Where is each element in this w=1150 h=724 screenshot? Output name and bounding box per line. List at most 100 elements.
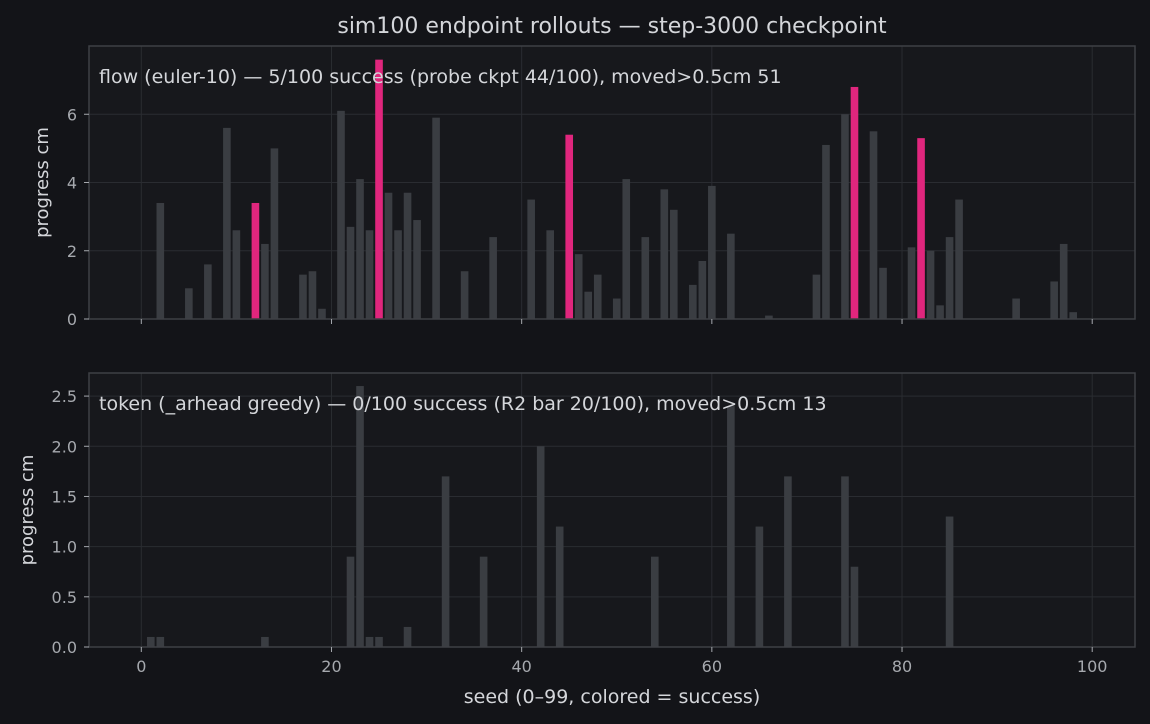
y-tick-label: 2 (67, 242, 77, 261)
bar (660, 189, 669, 319)
bar (1059, 243, 1068, 319)
bar (365, 230, 374, 319)
bar (822, 144, 830, 319)
bar (394, 230, 402, 319)
bar (955, 199, 963, 319)
bar (879, 267, 887, 319)
bar (356, 179, 364, 319)
bar (223, 127, 231, 320)
bar (555, 526, 564, 647)
bar (527, 199, 535, 319)
x-tick-label: 60 (702, 657, 722, 676)
bar (936, 305, 944, 319)
bar (907, 247, 916, 319)
bar (1050, 281, 1058, 319)
bar (1012, 298, 1020, 319)
y-axis-label: progress cm (32, 127, 53, 238)
bottom-panel: 0 20 40 60 80 100 0.0 0.5 1.0 1.5 2.0 2.5 progress c… (17, 372, 1136, 676)
y-tick-label: 2.0 (52, 437, 77, 456)
x-tick-label: 0 (136, 657, 146, 676)
bar (261, 636, 269, 647)
bar-success (565, 134, 574, 319)
bar (232, 230, 241, 319)
x-axis-label: seed (0–99, colored = success) (464, 686, 761, 708)
bar (584, 291, 593, 319)
bar (365, 636, 374, 647)
bar (441, 476, 450, 647)
y-tick-label: 0.0 (52, 638, 77, 657)
bar (356, 386, 364, 647)
bar (612, 298, 621, 319)
bar (156, 202, 165, 319)
bar (460, 271, 469, 319)
bar (156, 636, 165, 647)
bar (650, 556, 659, 647)
bar (727, 233, 735, 319)
bar (375, 636, 383, 647)
bar (641, 237, 650, 319)
x-tick-label: 40 (511, 657, 531, 676)
bar (869, 131, 878, 319)
x-tick-label: 80 (892, 657, 912, 676)
bar (318, 308, 326, 319)
y-tick-label: 0.5 (52, 588, 77, 607)
bar (812, 274, 821, 319)
x-tick-label: 100 (1077, 657, 1108, 676)
bar (384, 192, 393, 319)
bar (185, 288, 193, 319)
bar (403, 192, 412, 319)
bar (546, 230, 554, 319)
bar (850, 566, 859, 647)
bar (489, 237, 497, 319)
y-tick-label: 2.5 (52, 387, 77, 406)
bar (299, 274, 307, 319)
bar (670, 209, 678, 319)
bar-success (917, 138, 925, 319)
y-tick-label: 0 (67, 310, 77, 329)
y-tick-label: 6 (67, 105, 77, 124)
bar (204, 264, 212, 319)
bar (479, 556, 488, 647)
bar (689, 284, 697, 320)
bar (784, 476, 792, 647)
bar-success (375, 59, 383, 320)
bar (765, 315, 773, 319)
bar (147, 636, 155, 647)
bar (413, 220, 421, 319)
plot-frame (88, 372, 1136, 648)
bar (622, 179, 631, 319)
y-tick-label: 1.0 (52, 538, 77, 557)
chart-title: sim100 endpoint rollouts — step-3000 che… (337, 14, 887, 39)
bar (574, 254, 583, 319)
bar (346, 226, 355, 319)
bar (841, 476, 849, 647)
bar (945, 516, 954, 647)
bar (926, 250, 935, 319)
y-tick-label: 1.5 (52, 487, 77, 506)
bar (755, 526, 764, 647)
panel-annotation: flow (euler-10) — 5/100 success (probe c… (99, 66, 782, 88)
bar (1069, 312, 1077, 319)
bar (270, 148, 279, 320)
bar (698, 260, 707, 319)
bar (261, 243, 269, 319)
bar (403, 626, 412, 647)
bar (536, 446, 545, 647)
bar (432, 117, 440, 319)
y-tick-label: 4 (67, 174, 77, 193)
bar (308, 271, 317, 319)
plot-area (89, 373, 1135, 647)
bar (708, 185, 716, 319)
x-tick-label: 20 (321, 657, 341, 676)
bar-success (850, 86, 859, 319)
top-panel: 0 2 4 6 progress cm flow (euler-10) — 5/100 s… (32, 45, 1136, 329)
bar (593, 274, 602, 319)
bar (727, 406, 735, 647)
bar (337, 110, 345, 319)
bar-success (251, 202, 260, 319)
bar (841, 114, 849, 319)
bar (346, 556, 355, 647)
panel-annotation: token (_arhead greedy) — 0/100 success (… (99, 393, 827, 415)
bar (945, 237, 954, 319)
